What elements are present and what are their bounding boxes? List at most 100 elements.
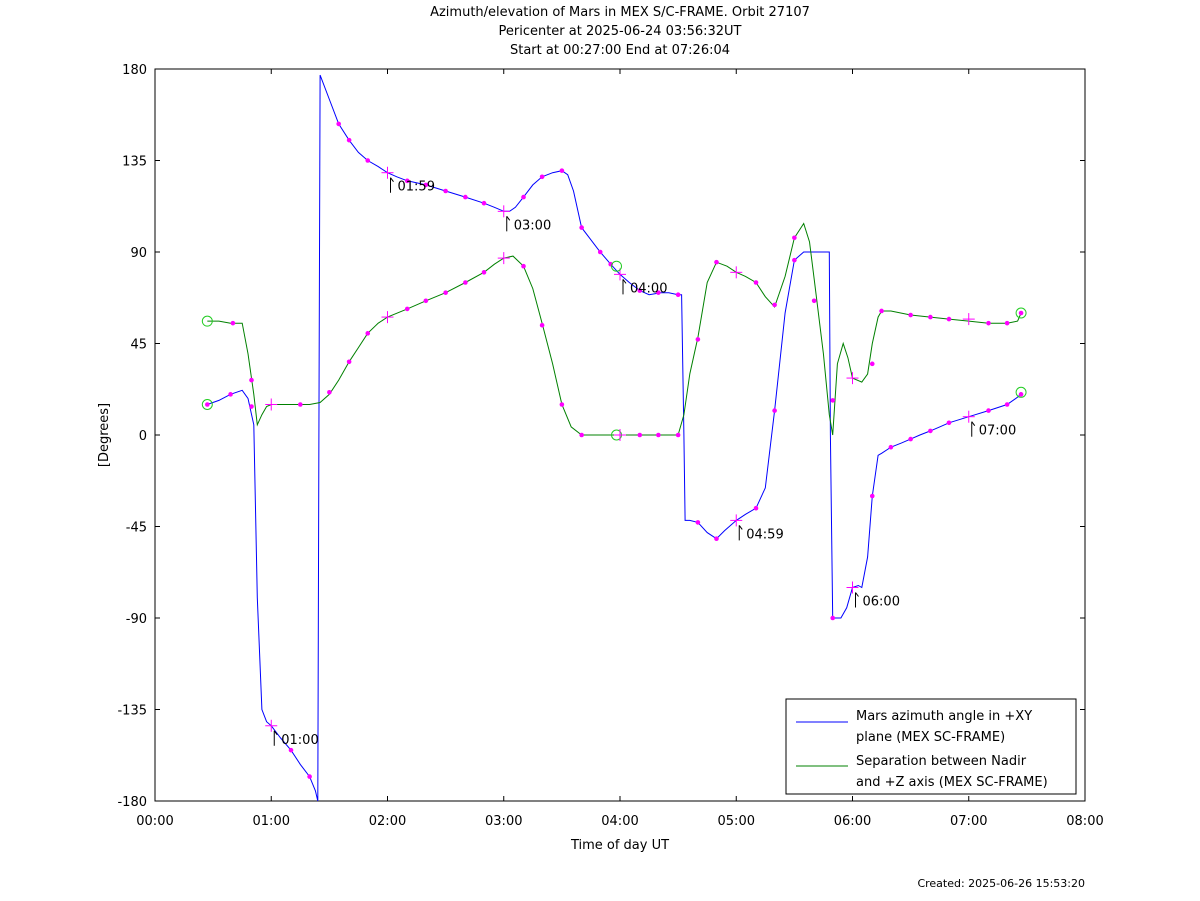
x-tick-label: 08:00 (1066, 814, 1103, 829)
y-tick-label: 90 (130, 246, 147, 261)
time-label-pointer-head (273, 730, 278, 736)
x-tick-label: 05:00 (718, 814, 755, 829)
time-label-0159: 01:59 (390, 177, 435, 195)
dot-marker (1018, 310, 1024, 316)
dot-marker (888, 444, 894, 450)
y-tick-label: 180 (122, 63, 147, 78)
plus-marker (846, 581, 859, 594)
dot-marker (792, 257, 797, 263)
plus-marker (962, 410, 975, 423)
series-layer (207, 74, 1022, 802)
plus-marker (614, 429, 626, 441)
dot-marker (481, 200, 487, 206)
x-tick-label: 04:00 (601, 814, 638, 829)
created-timestamp: Created: 2025-06-26 15:53:20 (917, 877, 1085, 890)
legend-label-azimuth-line1: Mars azimuth angle in +XY (856, 709, 1032, 724)
dot-marker (772, 408, 777, 413)
circle-marker (1015, 307, 1027, 319)
dot-marker (879, 308, 884, 314)
dot-marker (753, 280, 759, 285)
time-label-pointer-head (855, 592, 859, 597)
time-label-pointer-head (390, 177, 394, 182)
chart-title: Azimuth/elevation of Mars in MEX S/C-FRA… (430, 5, 810, 20)
dot-marker (675, 432, 681, 438)
dot-marker (288, 747, 294, 753)
plus-marker (497, 205, 510, 218)
dot-marker (714, 259, 719, 265)
dot-marker (714, 536, 719, 541)
dot-marker (675, 292, 681, 298)
y-tick-label: 0 (139, 429, 147, 444)
dot-marker (986, 320, 991, 326)
plus-marker (265, 398, 278, 411)
dot-marker (346, 359, 352, 365)
dot-marker (908, 312, 913, 318)
dot-marker (637, 432, 643, 438)
x-tick-label: 06:00 (834, 814, 871, 829)
dot-marker (928, 314, 933, 320)
plus-marker (730, 514, 743, 527)
time-label-text: 07:00 (979, 424, 1016, 439)
dot-marker (753, 505, 759, 511)
plus-marker (962, 313, 975, 326)
y-tick-label: -90 (126, 612, 147, 627)
dot-marker (404, 306, 410, 312)
dot-marker (404, 178, 410, 184)
dot-marker (463, 280, 468, 285)
dot-marker (928, 428, 933, 434)
y-tick-label: 135 (122, 155, 147, 170)
time-label-text: 04:59 (746, 527, 783, 542)
dot-marker (230, 320, 236, 326)
time-label-text: 06:00 (863, 595, 900, 610)
x-tick-label: 07:00 (950, 814, 987, 829)
x-axis-label: Time of day UT (570, 838, 669, 853)
time-label-text: 01:00 (281, 733, 318, 748)
dot-marker (365, 158, 371, 163)
y-tick-label: 45 (130, 338, 147, 353)
y-tick-label: -135 (117, 704, 147, 719)
time-label-pointer-head (738, 525, 743, 530)
dot-marker (249, 404, 254, 409)
x-tick-label: 02:00 (369, 814, 406, 829)
dot-marker (346, 137, 352, 143)
x-tick-label: 01:00 (253, 814, 290, 829)
circle-marker (201, 399, 213, 410)
plus-marker (381, 166, 394, 179)
chart-subtitle-pericenter: Pericenter at 2025-06-24 03:56:32UT (498, 24, 742, 39)
dot-marker (830, 615, 836, 621)
dot-marker (1004, 402, 1010, 407)
marks-layer (201, 121, 1027, 779)
chart-subtitle-start-end: Start at 00:27:00 End at 07:26:04 (509, 43, 731, 58)
circle-marker (1015, 386, 1027, 398)
dot-marker (327, 390, 332, 395)
time-label-pointer-head (622, 279, 627, 284)
dot-marker (249, 377, 254, 383)
plus-marker (265, 719, 278, 732)
dot-marker (559, 402, 565, 407)
time-label-0459: 04:59 (738, 525, 784, 542)
plus-marker (730, 266, 743, 279)
circle-marker (201, 315, 213, 327)
legend: Mars azimuth angle in +XY plane (MEX SC-… (785, 698, 1077, 795)
dot-marker (559, 168, 565, 173)
y-tick-label: -180 (117, 795, 147, 810)
dot-marker (298, 402, 303, 407)
circle-marker (611, 260, 623, 272)
x-tick-label: 00:00 (136, 814, 173, 829)
time-label-0100: 01:00 (273, 730, 319, 748)
dot-marker (579, 225, 584, 230)
series-line-azimuth (207, 74, 1022, 802)
dot-marker (986, 408, 991, 413)
dot-marker (443, 188, 448, 194)
dot-marker (481, 270, 487, 275)
dot-marker (695, 337, 701, 342)
time-label-0600: 06:00 (855, 592, 900, 610)
dot-marker (443, 290, 448, 295)
y-tick-label: -45 (126, 521, 147, 536)
dot-marker (365, 331, 371, 336)
dot-marker (946, 420, 952, 426)
dot-marker (579, 432, 584, 438)
time-label-0300: 03:00 (506, 216, 551, 233)
plus-marker (381, 311, 394, 324)
